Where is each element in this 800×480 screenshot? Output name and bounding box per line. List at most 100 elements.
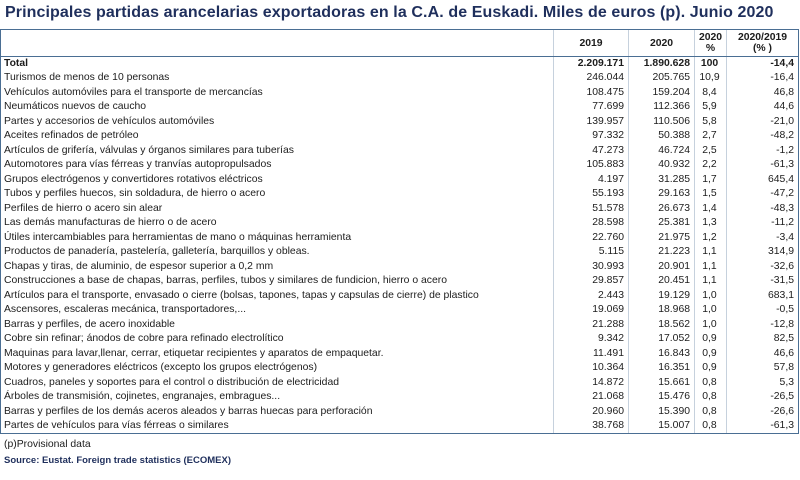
cell-value-2020: 20.901 xyxy=(628,259,695,274)
provisional-note: (p)Provisional data xyxy=(4,439,91,450)
cell-share-2020: 1,1 xyxy=(694,274,727,289)
table-row: Motores y generadores eléctricos (except… xyxy=(0,361,799,376)
cell-partida: Perfiles de hierro o acero sin alear xyxy=(0,201,554,216)
cell-share-2020: 0,8 xyxy=(694,375,727,390)
table-row: Cobre sin refinar; ánodos de cobre para … xyxy=(0,332,799,347)
header-partida xyxy=(0,29,554,57)
cell-value-2020: 112.366 xyxy=(628,100,695,115)
cell-value-2019: 5.115 xyxy=(553,245,629,260)
cell-variation: 645,4 xyxy=(726,172,799,187)
cell-share-2020: 2,2 xyxy=(694,158,727,173)
cell-variation: -14,4 xyxy=(726,56,799,71)
source-line: Source: Eustat. Foreign trade statistics… xyxy=(4,455,231,466)
cell-share-2020: 1,1 xyxy=(694,259,727,274)
table-row: Perfiles de hierro o acero sin alear 51.5… xyxy=(0,201,799,216)
cell-value-2020: 31.285 xyxy=(628,172,695,187)
cell-variation: -0,5 xyxy=(726,303,799,318)
cell-value-2019: 55.193 xyxy=(553,187,629,202)
table-row: Ascensores, escaleras mecánica, transpor… xyxy=(0,303,799,318)
cell-value-2020: 15.390 xyxy=(628,404,695,419)
cell-variation: -47,2 xyxy=(726,187,799,202)
cell-value-2019: 139.957 xyxy=(553,114,629,129)
cell-variation: 46,8 xyxy=(726,85,799,100)
cell-share-2020: 1,0 xyxy=(694,288,727,303)
cell-variation: 46,6 xyxy=(726,346,799,361)
exports-table: 2019 2020 2020% 2020/2019 (% ) Total 2.209… xyxy=(0,29,799,434)
cell-variation: -12,8 xyxy=(726,317,799,332)
table-row: Chapas y tiras, de aluminio, de espesor … xyxy=(0,259,799,274)
cell-partida: Ascensores, escaleras mecánica, transpor… xyxy=(0,303,554,318)
cell-partida: Maquinas para lavar,llenar, cerrar, etiq… xyxy=(0,346,554,361)
cell-share-2020: 0,8 xyxy=(694,390,727,405)
cell-value-2020: 110.506 xyxy=(628,114,695,129)
table-row: Grupos electrógenos y convertidores rota… xyxy=(0,172,799,187)
cell-value-2020: 21.975 xyxy=(628,230,695,245)
header-variation: 2020/2019 (% ) xyxy=(726,29,799,57)
header-variation-line1: 2020/2019 xyxy=(737,32,788,43)
cell-share-2020: 2,5 xyxy=(694,143,727,158)
cell-share-2020: 1,5 xyxy=(694,187,727,202)
table-body: Total 2.209.171 1.890.628 100 -14,4 Turismos … xyxy=(0,56,799,434)
cell-value-2020: 21.223 xyxy=(628,245,695,260)
cell-variation: -61,3 xyxy=(726,419,799,434)
cell-variation: -21,0 xyxy=(726,114,799,129)
cell-share-2020: 0,9 xyxy=(694,332,727,347)
table-row: Vehículos automóviles para el transporte… xyxy=(0,85,799,100)
cell-variation: -26,5 xyxy=(726,390,799,405)
cell-variation: -32,6 xyxy=(726,259,799,274)
cell-partida: Automotores para vías férreas y tranvías… xyxy=(0,158,554,173)
table-row: Partes de vehículos para vías férreas o … xyxy=(0,419,799,434)
cell-share-2020: 0,9 xyxy=(694,361,727,376)
cell-share-2020: 0,9 xyxy=(694,346,727,361)
cell-share-2020: 1,1 xyxy=(694,245,727,260)
cell-partida: Partes y accesorios de vehículos automóv… xyxy=(0,114,554,129)
cell-share-2020: 1,3 xyxy=(694,216,727,231)
cell-share-2020: 10,9 xyxy=(694,71,727,86)
cell-variation: -11,2 xyxy=(726,216,799,231)
cell-value-2019: 14.872 xyxy=(553,375,629,390)
cell-variation: 57,8 xyxy=(726,361,799,376)
cell-value-2020: 159.204 xyxy=(628,85,695,100)
header-2020: 2020 xyxy=(628,29,695,57)
cell-value-2020: 15.007 xyxy=(628,419,695,434)
table-row: Partes y accesorios de vehículos automóv… xyxy=(0,114,799,129)
header-2020-pct-line2: % xyxy=(705,43,716,54)
cell-value-2019: 97.332 xyxy=(553,129,629,144)
cell-value-2019: 47.273 xyxy=(553,143,629,158)
cell-value-2019: 10.364 xyxy=(553,361,629,376)
cell-partida: Total xyxy=(0,56,554,71)
cell-partida: Árboles de transmisión, cojinetes, engra… xyxy=(0,390,554,405)
page-title: Principales partidas arancelarias export… xyxy=(5,4,774,21)
header-variation-line2: (% ) xyxy=(752,43,773,54)
table-row: Aceites refinados de petróleo 97.332 50.38… xyxy=(0,129,799,144)
table-row: Automotores para vías férreas y tranvías… xyxy=(0,158,799,173)
cell-value-2020: 26.673 xyxy=(628,201,695,216)
cell-variation: -1,2 xyxy=(726,143,799,158)
table-row: Artículos para el transporte, envasado o… xyxy=(0,288,799,303)
total-row: Total 2.209.171 1.890.628 100 -14,4 xyxy=(0,56,799,71)
table-row: Artículos de grifería, válvulas y órgano… xyxy=(0,143,799,158)
cell-share-2020: 5,9 xyxy=(694,100,727,115)
cell-partida: Chapas y tiras, de aluminio, de espesor … xyxy=(0,259,554,274)
cell-value-2020: 50.388 xyxy=(628,129,695,144)
cell-share-2020: 8,4 xyxy=(694,85,727,100)
cell-value-2020: 16.351 xyxy=(628,361,695,376)
cell-partida: Cuadros, paneles y soportes para el cont… xyxy=(0,375,554,390)
cell-value-2020: 205.765 xyxy=(628,71,695,86)
cell-partida: Partes de vehículos para vías férreas o … xyxy=(0,419,554,434)
cell-partida: Artículos para el transporte, envasado o… xyxy=(0,288,554,303)
cell-value-2019: 11.491 xyxy=(553,346,629,361)
cell-partida: Turismos de menos de 10 personas xyxy=(0,71,554,86)
table-row: Maquinas para lavar,llenar, cerrar, etiq… xyxy=(0,346,799,361)
cell-partida: Motores y generadores eléctricos (except… xyxy=(0,361,554,376)
cell-value-2019: 246.044 xyxy=(553,71,629,86)
table-row: Barras y perfiles de los demás aceros al… xyxy=(0,404,799,419)
cell-value-2020: 18.562 xyxy=(628,317,695,332)
cell-variation: -16,4 xyxy=(726,71,799,86)
cell-value-2020: 20.451 xyxy=(628,274,695,289)
header-2020-pct-line1: 2020 xyxy=(698,32,723,43)
cell-value-2019: 2.209.171 xyxy=(553,56,629,71)
table-row: Cuadros, paneles y soportes para el cont… xyxy=(0,375,799,390)
cell-value-2019: 28.598 xyxy=(553,216,629,231)
table-row: Barras y perfiles, de acero inoxidable 21… xyxy=(0,317,799,332)
